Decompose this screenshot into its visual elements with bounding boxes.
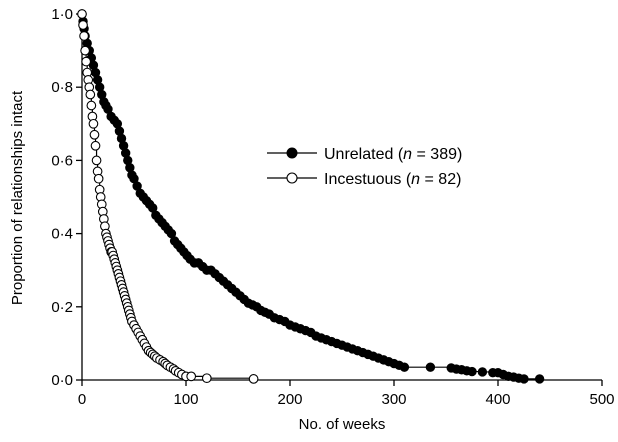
data-point-incestuous: [80, 45, 90, 56]
data-point-unrelated: [477, 367, 488, 377]
y-tick-label: 0·8: [51, 79, 73, 96]
data-point-incestuous: [201, 373, 212, 384]
y-tick-label: 0·0: [51, 372, 73, 389]
data-point-incestuous: [77, 9, 87, 19]
data-point-unrelated: [519, 374, 529, 384]
y-ticks: 0·0 0·2 0·4 0·6 0·8 1·0: [51, 6, 82, 389]
data-point-incestuous: [90, 140, 101, 151]
x-tick-label: 0: [78, 391, 86, 408]
legend-suffix-incestuous: = 82): [420, 171, 461, 188]
data-point-incestuous: [86, 100, 97, 111]
x-tick-label: 200: [277, 391, 302, 408]
legend-label-unrelated: Unrelated (n = 389): [324, 146, 462, 163]
data-point-unrelated: [399, 362, 410, 372]
x-tick-label: 400: [485, 391, 510, 408]
data-point-incestuous: [91, 155, 102, 166]
data-point-incestuous: [93, 173, 104, 184]
data-point-unrelated: [467, 366, 477, 377]
data-point-incestuous: [186, 371, 197, 382]
legend-marker-incestuous: [286, 172, 298, 184]
x-ticks: 0 100 200 300 400 500: [78, 380, 615, 408]
y-tick-label: 0·2: [51, 299, 73, 316]
data-point-incestuous: [81, 56, 92, 67]
data-point-incestuous: [78, 20, 88, 30]
series-layer: [77, 9, 545, 384]
legend-label-incestuous: Incestuous (n = 82): [324, 171, 461, 188]
y-tick-label: 1·0: [51, 6, 73, 23]
data-point-incestuous: [89, 129, 100, 140]
legend-n-unrelated: n: [403, 146, 412, 163]
legend: Unrelated (n = 389) Incestuous (n = 82): [267, 146, 462, 188]
legend-marker-unrelated: [286, 147, 298, 159]
legend-suffix-unrelated: = 389): [412, 146, 462, 163]
data-point-incestuous: [88, 118, 99, 129]
legend-entry-incestuous: Incestuous (n = 82): [267, 171, 461, 188]
data-point-unrelated: [534, 374, 545, 384]
data-point-incestuous: [79, 31, 89, 41]
y-tick-label: 0·6: [51, 152, 73, 169]
data-point-unrelated: [425, 362, 436, 372]
x-tick-label: 300: [381, 391, 406, 408]
legend-entry-unrelated: Unrelated (n = 389): [267, 146, 462, 163]
y-tick-label: 0·4: [51, 226, 73, 243]
x-tick-label: 500: [589, 391, 614, 408]
data-point-incestuous: [248, 374, 259, 384]
legend-n-incestuous: n: [411, 171, 420, 188]
x-axis-title: No. of weeks: [299, 416, 386, 433]
series-line-incestuous: [82, 13, 255, 379]
legend-prefix-unrelated: Unrelated (: [324, 146, 404, 163]
data-point-incestuous: [85, 89, 96, 100]
x-tick-label: 100: [173, 391, 198, 408]
legend-prefix-incestuous: Incestuous (: [324, 171, 412, 188]
series-line-unrelated: [82, 13, 540, 380]
y-axis-title: Proportion of relationships intact: [9, 90, 26, 305]
